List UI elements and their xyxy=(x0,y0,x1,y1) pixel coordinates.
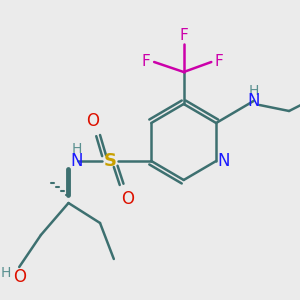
Text: F: F xyxy=(179,28,188,44)
Text: F: F xyxy=(142,55,151,70)
Text: O: O xyxy=(85,112,99,130)
Text: F: F xyxy=(215,55,224,70)
Text: N: N xyxy=(247,92,260,110)
Text: N: N xyxy=(70,152,82,170)
Text: H: H xyxy=(0,266,11,280)
Text: H: H xyxy=(71,142,82,156)
Text: H: H xyxy=(248,84,259,98)
Text: O: O xyxy=(13,268,26,286)
Text: N: N xyxy=(218,152,230,170)
Text: O: O xyxy=(121,190,134,208)
Text: S: S xyxy=(103,152,116,170)
